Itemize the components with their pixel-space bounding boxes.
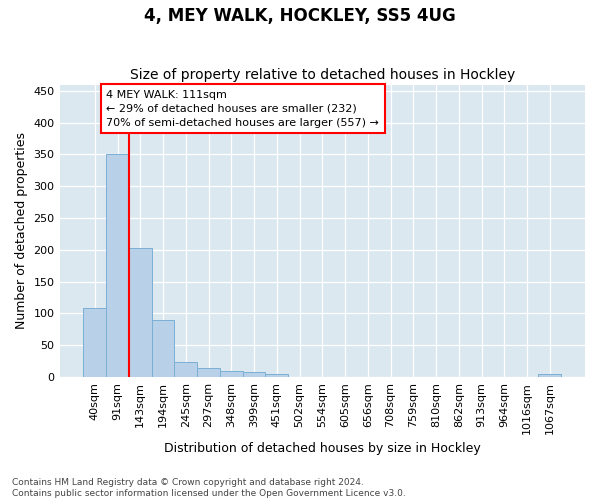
Bar [197,368,220,377]
Bar [538,374,561,377]
Bar [106,154,129,377]
Bar [152,320,175,377]
Bar [129,248,152,377]
Bar [220,371,242,377]
Title: Size of property relative to detached houses in Hockley: Size of property relative to detached ho… [130,68,515,82]
Text: Contains HM Land Registry data © Crown copyright and database right 2024.
Contai: Contains HM Land Registry data © Crown c… [12,478,406,498]
Bar [242,372,265,377]
X-axis label: Distribution of detached houses by size in Hockley: Distribution of detached houses by size … [164,442,481,455]
Y-axis label: Number of detached properties: Number of detached properties [15,132,28,329]
Text: 4, MEY WALK, HOCKLEY, SS5 4UG: 4, MEY WALK, HOCKLEY, SS5 4UG [144,8,456,26]
Bar [83,308,106,377]
Bar [175,362,197,377]
Bar [265,374,288,377]
Text: 4 MEY WALK: 111sqm
← 29% of detached houses are smaller (232)
70% of semi-detach: 4 MEY WALK: 111sqm ← 29% of detached hou… [106,90,379,128]
